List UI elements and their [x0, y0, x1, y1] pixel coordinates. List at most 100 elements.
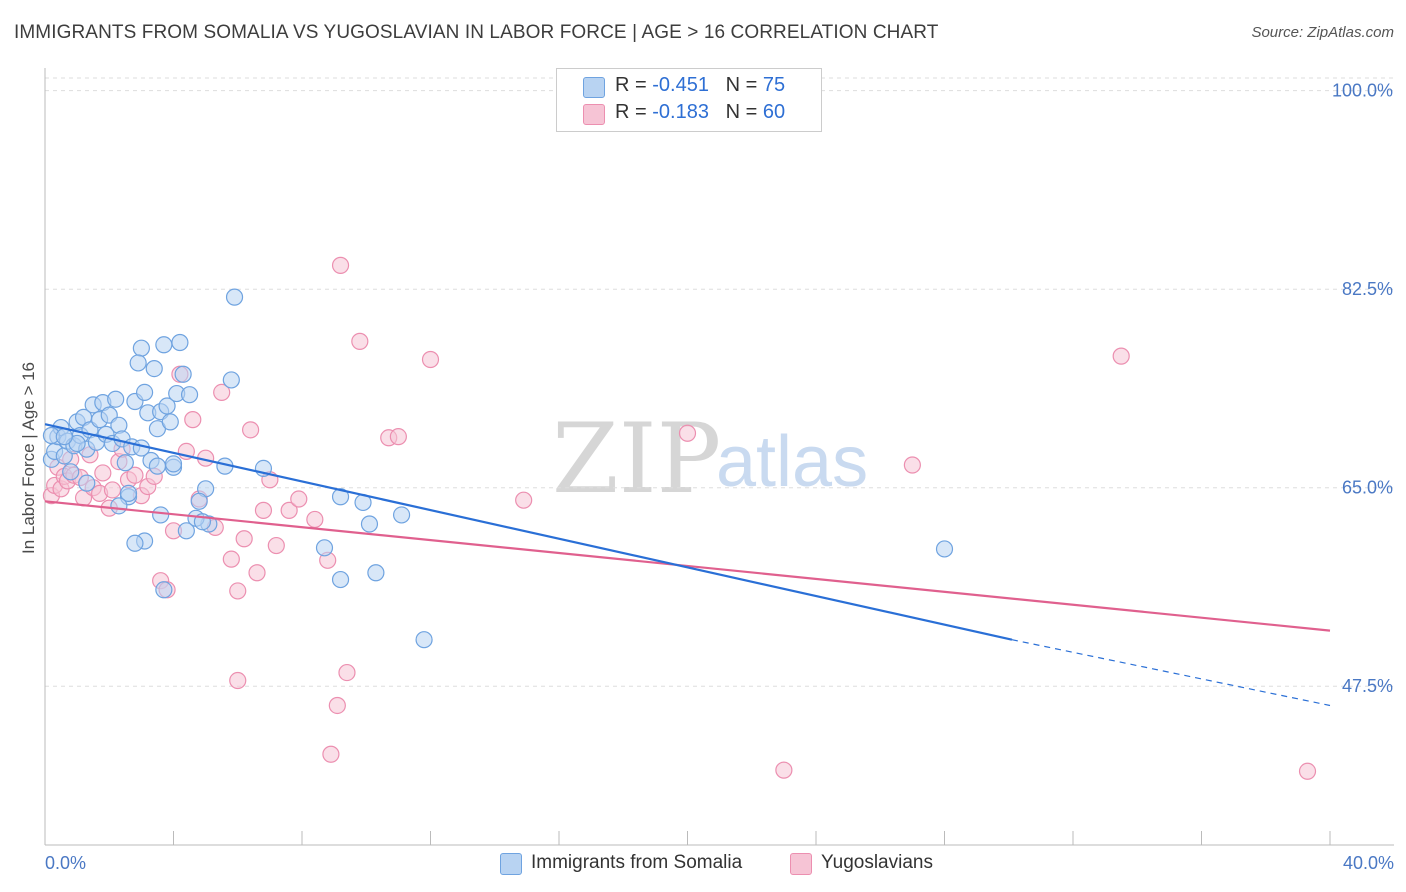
- point-somalia: [129, 354, 147, 372]
- point-yugoslavians: [254, 501, 273, 519]
- legend-r-label: R =: [615, 101, 653, 123]
- point-somalia: [135, 383, 154, 402]
- point-yugoslavians: [248, 564, 266, 582]
- point-somalia: [161, 413, 179, 431]
- y-tick-label: 82.5%: [1342, 279, 1393, 299]
- point-yugoslavians: [280, 501, 298, 519]
- point-yugoslavians: [222, 550, 240, 568]
- point-somalia: [107, 390, 125, 408]
- point-somalia: [415, 631, 433, 649]
- point-yugoslavians: [331, 256, 350, 274]
- point-somalia: [315, 539, 334, 557]
- point-somalia: [132, 339, 150, 357]
- point-somalia: [55, 428, 73, 446]
- x-ticks: [44, 831, 1331, 845]
- watermark: ZIP atlas: [552, 403, 868, 515]
- gridlines: [45, 77, 1394, 687]
- point-yugoslavians: [306, 510, 324, 529]
- trendline-somalia: [44, 423, 1013, 641]
- point-somalia: [119, 484, 138, 502]
- point-yugoslavians: [389, 428, 407, 446]
- legend-swatch-pink: [583, 104, 605, 125]
- watermark-atlas: atlas: [716, 422, 868, 502]
- point-somalia: [225, 288, 244, 306]
- point-yugoslavians: [1298, 762, 1317, 780]
- point-somalia: [935, 540, 954, 558]
- point-somalia: [331, 570, 350, 589]
- y-tick-label: 47.5%: [1342, 676, 1393, 696]
- legend-n-value: 60: [762, 101, 786, 123]
- point-yugoslavians: [338, 663, 356, 682]
- point-yugoslavians: [213, 383, 231, 402]
- point-yugoslavians: [678, 424, 697, 442]
- point-yugoslavians: [775, 761, 793, 779]
- point-yugoslavians: [229, 671, 247, 690]
- point-yugoslavians: [235, 530, 253, 548]
- point-somalia: [392, 506, 411, 524]
- correlation-legend: R = -0.451 N = 75 R = -0.183 N = 60: [556, 68, 822, 132]
- watermark-zip: ZIP: [552, 403, 721, 515]
- point-yugoslavians: [267, 536, 285, 555]
- point-somalia: [155, 336, 173, 354]
- point-somalia: [367, 564, 385, 582]
- point-somalia: [171, 333, 189, 352]
- legend-n-value: 75: [762, 74, 786, 96]
- legend-text-somalia: R = -0.451 N = 75: [615, 74, 785, 97]
- point-yugoslavians: [290, 490, 308, 508]
- legend-n-label: N =: [725, 101, 763, 123]
- point-somalia: [177, 522, 195, 540]
- x-tick-label-max: 40.0%: [1343, 853, 1394, 873]
- point-somalia: [155, 581, 173, 599]
- point-somalia: [110, 497, 128, 515]
- point-somalia: [126, 534, 144, 552]
- trendline-yugoslavians: [44, 500, 1331, 632]
- legend-swatch-blue: [583, 77, 605, 98]
- series-somalia-points: [42, 288, 954, 649]
- point-somalia: [174, 365, 192, 383]
- point-yugoslavians: [1112, 347, 1130, 365]
- series-yugoslavians-points: [42, 256, 1317, 780]
- point-somalia: [116, 454, 134, 472]
- source-label: Source: ZipAtlas.com: [1251, 24, 1394, 41]
- y-tick-labels: 47.5% 65.0% 82.5% 100.0%: [1332, 81, 1393, 697]
- point-somalia: [148, 457, 167, 475]
- point-somalia: [145, 359, 163, 378]
- point-somalia: [360, 515, 379, 533]
- chart-title: IMMIGRANTS FROM SOMALIA VS YUGOSLAVIAN I…: [14, 22, 939, 43]
- trendline-somalia-extension: [1011, 639, 1331, 707]
- point-yugoslavians: [126, 466, 144, 484]
- legend-r-value: -0.451: [652, 74, 709, 96]
- point-yugoslavians: [322, 745, 340, 763]
- point-somalia: [164, 455, 183, 473]
- legend-r-value: -0.183: [652, 101, 709, 123]
- bottom-legend-label-somalia: Immigrants from Somalia: [531, 852, 743, 873]
- point-yugoslavians: [328, 696, 346, 715]
- point-yugoslavians: [103, 481, 122, 499]
- trendlines: [44, 423, 1331, 707]
- point-somalia: [180, 386, 199, 404]
- point-somalia: [78, 474, 96, 492]
- point-yugoslavians: [351, 332, 369, 350]
- point-yugoslavians: [94, 464, 112, 482]
- point-yugoslavians: [903, 456, 921, 474]
- legend-n-label: N =: [725, 74, 763, 96]
- point-somalia: [152, 506, 170, 524]
- legend-r-label: R =: [615, 74, 653, 96]
- y-axis-label: In Labor Force | Age > 16: [19, 362, 38, 554]
- legend-text-yugoslavians: R = -0.183 N = 60: [615, 101, 785, 124]
- y-tick-label: 100.0%: [1332, 81, 1393, 101]
- y-tick-label: 65.0%: [1342, 478, 1393, 498]
- bottom-legend-swatch-pink: [790, 853, 812, 875]
- bottom-legend-label-yugoslavians: Yugoslavians: [821, 852, 933, 873]
- point-yugoslavians: [421, 350, 440, 369]
- point-somalia: [190, 492, 208, 510]
- x-tick-label-min: 0.0%: [45, 853, 86, 873]
- point-yugoslavians: [229, 582, 247, 600]
- point-somalia: [62, 463, 80, 481]
- point-somalia: [222, 371, 240, 389]
- point-yugoslavians: [515, 491, 533, 509]
- point-somalia: [331, 488, 350, 506]
- point-yugoslavians: [242, 421, 260, 439]
- bottom-legend-swatch-blue: [500, 853, 522, 875]
